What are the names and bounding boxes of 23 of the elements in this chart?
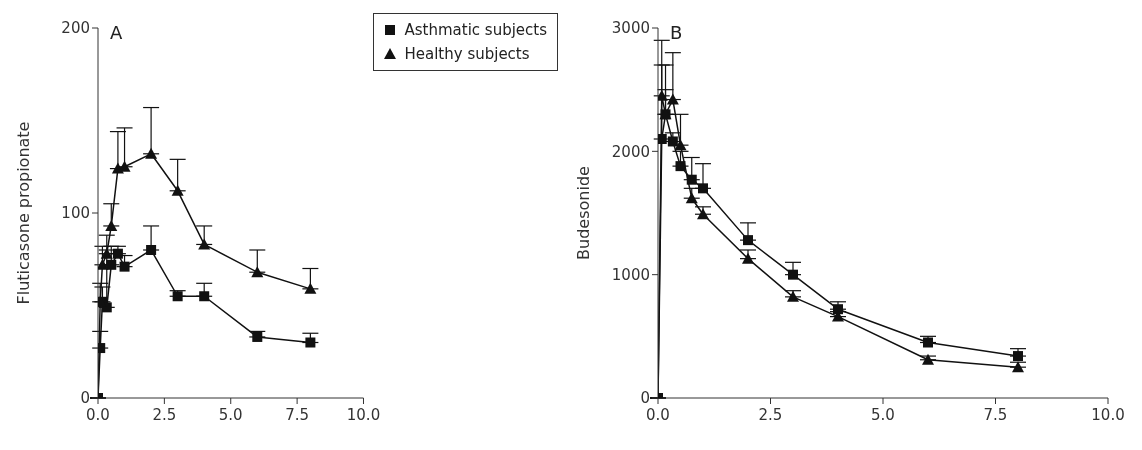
legend-label: Asthmatic subjects xyxy=(404,20,547,41)
annotation: B xyxy=(670,22,683,43)
y-tick-label: 1000 xyxy=(611,265,650,284)
x-tick-label: 0.0 xyxy=(646,406,670,424)
x-tick-label: 7.5 xyxy=(983,406,1008,424)
x-tick-label: 5.0 xyxy=(871,406,895,424)
y-axis-title: Fluticasone propionate xyxy=(13,121,33,305)
y-tick-label: 100 xyxy=(61,204,90,223)
legend-label: Healthy subjects xyxy=(404,44,530,65)
x-tick-label: 7.5 xyxy=(285,406,310,424)
y-axis-title: Budesonide xyxy=(573,166,593,260)
x-tick-label: 2.5 xyxy=(152,406,177,424)
x-tick-label: 5.0 xyxy=(218,406,243,424)
annotation: A xyxy=(110,22,123,43)
y-tick-label: 0 xyxy=(640,389,650,408)
y-tick-label: 0 xyxy=(80,389,90,408)
y-tick-label: 200 xyxy=(61,19,90,38)
y-tick-label: 3000 xyxy=(611,19,650,38)
x-tick-label: 0.0 xyxy=(86,406,110,424)
x-tick-label: 10.0 xyxy=(1091,406,1125,424)
x-tick-label: 10.0 xyxy=(346,406,381,424)
y-tick-label: 2000 xyxy=(611,142,650,161)
x-tick-label: 2.5 xyxy=(758,406,783,424)
